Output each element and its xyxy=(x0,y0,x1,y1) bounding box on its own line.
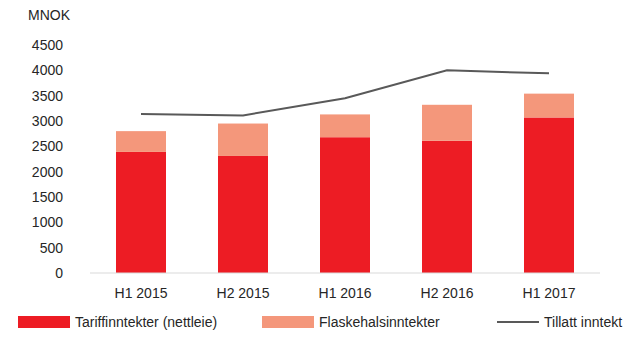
legend-swatch xyxy=(262,316,314,328)
x-tick-label: H1 2017 xyxy=(523,285,576,301)
bar xyxy=(422,105,472,141)
line xyxy=(141,70,549,115)
y-tick-label: 4500 xyxy=(32,37,63,53)
x-tick-label: H1 2015 xyxy=(115,285,168,301)
bar xyxy=(422,141,472,273)
x-axis-line xyxy=(90,273,600,274)
legend-swatch xyxy=(497,321,539,323)
bar xyxy=(116,152,166,273)
y-tick-label: 3000 xyxy=(32,113,63,129)
legend-label: Tariffinntekter (nettleie) xyxy=(75,314,217,330)
y-tick-label: 0 xyxy=(55,265,63,281)
y-tick-label: 2500 xyxy=(32,138,63,154)
y-tick-label: 500 xyxy=(40,240,64,256)
y-axis-label: MNOK xyxy=(28,7,71,23)
plot-marks xyxy=(116,70,574,273)
bar xyxy=(320,114,370,137)
chart: MNOK 0 500 1000 1500 2000 2500 3000 3500 4000 4500… xyxy=(0,0,637,347)
legend-label: Tillatt inntekt xyxy=(544,314,622,330)
y-tick-label: 2000 xyxy=(32,164,63,180)
bar xyxy=(524,94,574,118)
bar xyxy=(218,156,268,273)
y-tick-label: 1000 xyxy=(32,214,63,230)
bar xyxy=(116,131,166,152)
legend-swatch xyxy=(18,316,70,328)
x-tick-label: H1 2016 xyxy=(319,285,372,301)
bar xyxy=(218,124,268,156)
legend-label: Flaskehalsinntekter xyxy=(319,314,440,330)
y-tick-label: 3500 xyxy=(32,88,63,104)
bar xyxy=(524,117,574,273)
x-tick-label: H2 2016 xyxy=(421,285,474,301)
x-tick-label: H2 2015 xyxy=(217,285,270,301)
y-tick-label: 1500 xyxy=(32,189,63,205)
bar xyxy=(320,137,370,273)
y-tick-label: 4000 xyxy=(32,62,63,78)
